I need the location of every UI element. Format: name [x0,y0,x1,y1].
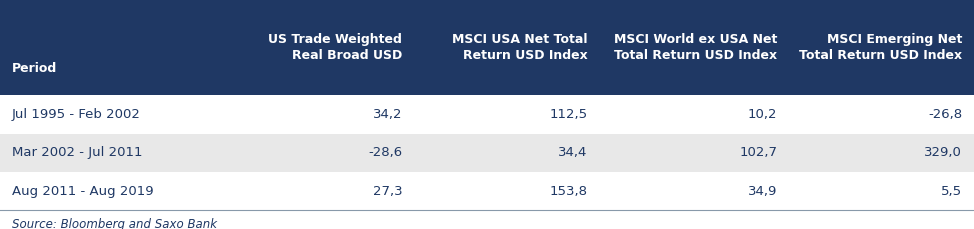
Bar [0,0,974,95]
Bar [0,172,974,210]
Text: Jul 1995 - Feb 2002: Jul 1995 - Feb 2002 [12,108,140,121]
Text: -28,6: -28,6 [368,146,402,159]
Text: MSCI World ex USA Net
Total Return USD Index: MSCI World ex USA Net Total Return USD I… [614,33,777,62]
Text: 27,3: 27,3 [373,185,402,198]
Text: Source: Bloomberg and Saxo Bank: Source: Bloomberg and Saxo Bank [12,218,216,229]
Text: US Trade Weighted
Real Broad USD: US Trade Weighted Real Broad USD [269,33,402,62]
Text: 329,0: 329,0 [924,146,962,159]
Text: MSCI USA Net Total
Return USD Index: MSCI USA Net Total Return USD Index [452,33,587,62]
Bar [0,95,974,134]
Text: 34,4: 34,4 [558,146,587,159]
Text: 34,2: 34,2 [373,108,402,121]
Text: 34,9: 34,9 [748,185,777,198]
Text: Mar 2002 - Jul 2011: Mar 2002 - Jul 2011 [12,146,142,159]
Text: 102,7: 102,7 [739,146,777,159]
Text: 10,2: 10,2 [748,108,777,121]
Text: -26,8: -26,8 [928,108,962,121]
Text: MSCI Emerging Net
Total Return USD Index: MSCI Emerging Net Total Return USD Index [800,33,962,62]
Text: 112,5: 112,5 [549,108,587,121]
Text: 5,5: 5,5 [941,185,962,198]
Text: Period: Period [12,62,56,75]
Text: Aug 2011 - Aug 2019: Aug 2011 - Aug 2019 [12,185,153,198]
Bar [0,134,974,172]
Text: 153,8: 153,8 [549,185,587,198]
